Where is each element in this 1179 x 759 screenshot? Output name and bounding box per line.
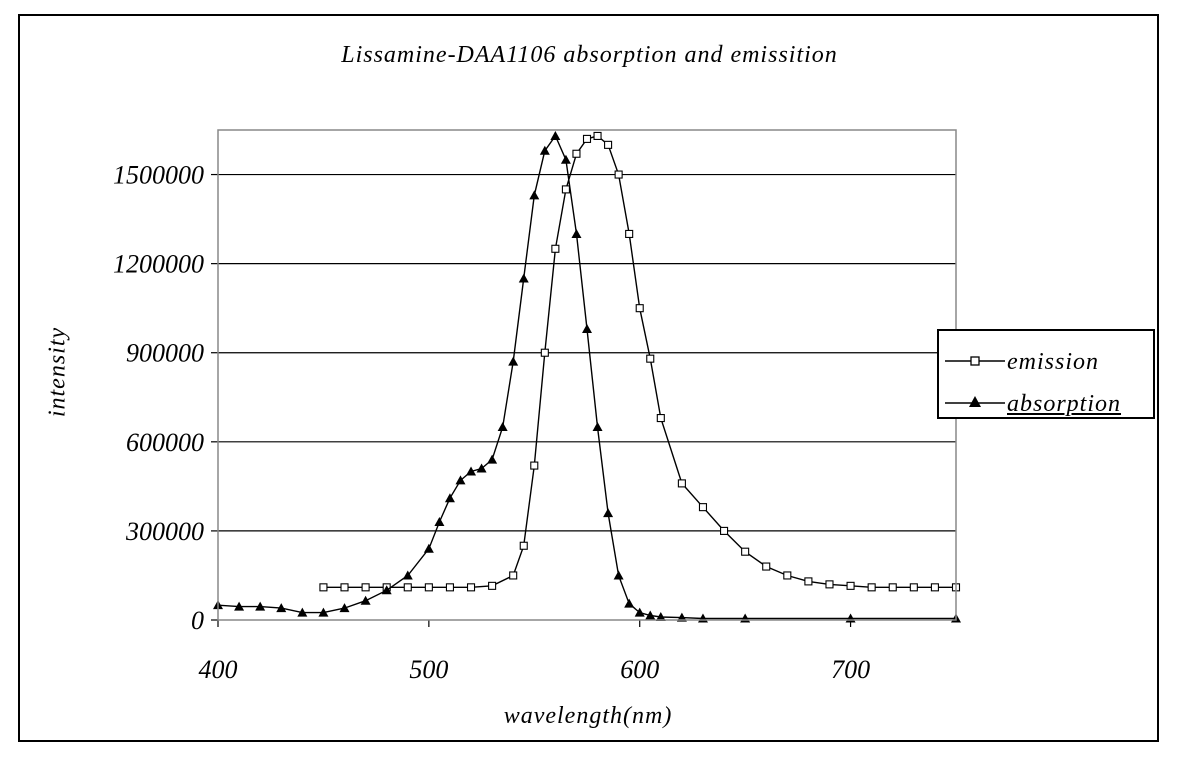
data-point-emission (678, 480, 685, 487)
data-point-emission (763, 563, 770, 570)
data-point-emission (468, 584, 475, 591)
data-point-absorption (424, 544, 434, 553)
grid-lines (218, 175, 956, 531)
data-point-emission (594, 132, 601, 139)
data-point-emission (362, 584, 369, 591)
data-point-emission (910, 584, 917, 591)
data-point-emission (552, 245, 559, 252)
x-tick-label: 500 (409, 655, 448, 684)
data-point-emission (425, 584, 432, 591)
x-tick-label: 400 (199, 655, 238, 684)
data-point-emission (626, 230, 633, 237)
series-layer (213, 131, 961, 623)
data-point-emission (847, 582, 854, 589)
legend-label-emission: emission (1007, 349, 1099, 376)
data-point-emission (562, 186, 569, 193)
data-point-absorption (593, 422, 603, 431)
y-tick-label: 0 (191, 606, 204, 635)
data-point-absorption (434, 517, 444, 526)
data-point-emission (584, 135, 591, 142)
data-point-emission (531, 462, 538, 469)
data-point-absorption (361, 596, 371, 605)
plot-area-border (218, 130, 956, 620)
x-tick-label: 700 (831, 655, 870, 684)
data-point-emission (889, 584, 896, 591)
data-point-absorption (487, 455, 497, 464)
legend-label-absorption: absorption (1007, 391, 1121, 418)
y-tick-label: 600000 (126, 428, 204, 457)
data-point-emission (489, 582, 496, 589)
data-point-emission (320, 584, 327, 591)
data-point-absorption (571, 229, 581, 238)
data-point-absorption (508, 357, 518, 366)
data-point-emission (805, 578, 812, 585)
series-line-absorption (218, 136, 956, 619)
data-point-emission (699, 504, 706, 511)
data-point-emission (446, 584, 453, 591)
data-point-absorption (561, 155, 571, 164)
data-point-emission (341, 584, 348, 591)
data-point-emission (657, 415, 664, 422)
data-point-emission (605, 141, 612, 148)
data-point-emission (931, 584, 938, 591)
data-point-absorption (340, 603, 350, 612)
data-point-emission (541, 349, 548, 356)
data-point-emission (573, 150, 580, 157)
y-tick-label: 300000 (125, 517, 204, 546)
y-tick-label: 900000 (126, 339, 204, 368)
legend-item-absorption: absorption (939, 389, 1155, 419)
data-point-emission (520, 542, 527, 549)
data-point-emission (647, 355, 654, 362)
y-tick-label: 1200000 (113, 250, 204, 279)
legend-marker-emission (945, 347, 1005, 377)
x-tick-label: 600 (620, 655, 659, 684)
y-tick-label: 1500000 (113, 161, 204, 190)
legend-marker-absorption (945, 389, 1005, 419)
legend: emission absorption (937, 329, 1155, 419)
series-line-emission (323, 136, 956, 587)
data-point-emission (510, 572, 517, 579)
data-point-absorption (582, 324, 592, 333)
data-point-absorption (519, 273, 529, 282)
data-point-absorption (603, 508, 613, 517)
data-point-absorption (614, 570, 624, 579)
data-point-absorption (529, 190, 539, 199)
data-point-emission (868, 584, 875, 591)
data-point-emission (404, 584, 411, 591)
data-point-absorption (540, 146, 550, 155)
data-point-emission (826, 581, 833, 588)
data-point-absorption (498, 422, 508, 431)
data-point-absorption (624, 599, 634, 608)
data-point-absorption (550, 131, 560, 140)
legend-item-emission: emission (939, 347, 1155, 377)
data-point-emission (784, 572, 791, 579)
data-point-emission (721, 527, 728, 534)
data-point-absorption (445, 493, 455, 502)
data-point-emission (636, 305, 643, 312)
data-point-emission (615, 171, 622, 178)
data-point-emission (742, 548, 749, 555)
